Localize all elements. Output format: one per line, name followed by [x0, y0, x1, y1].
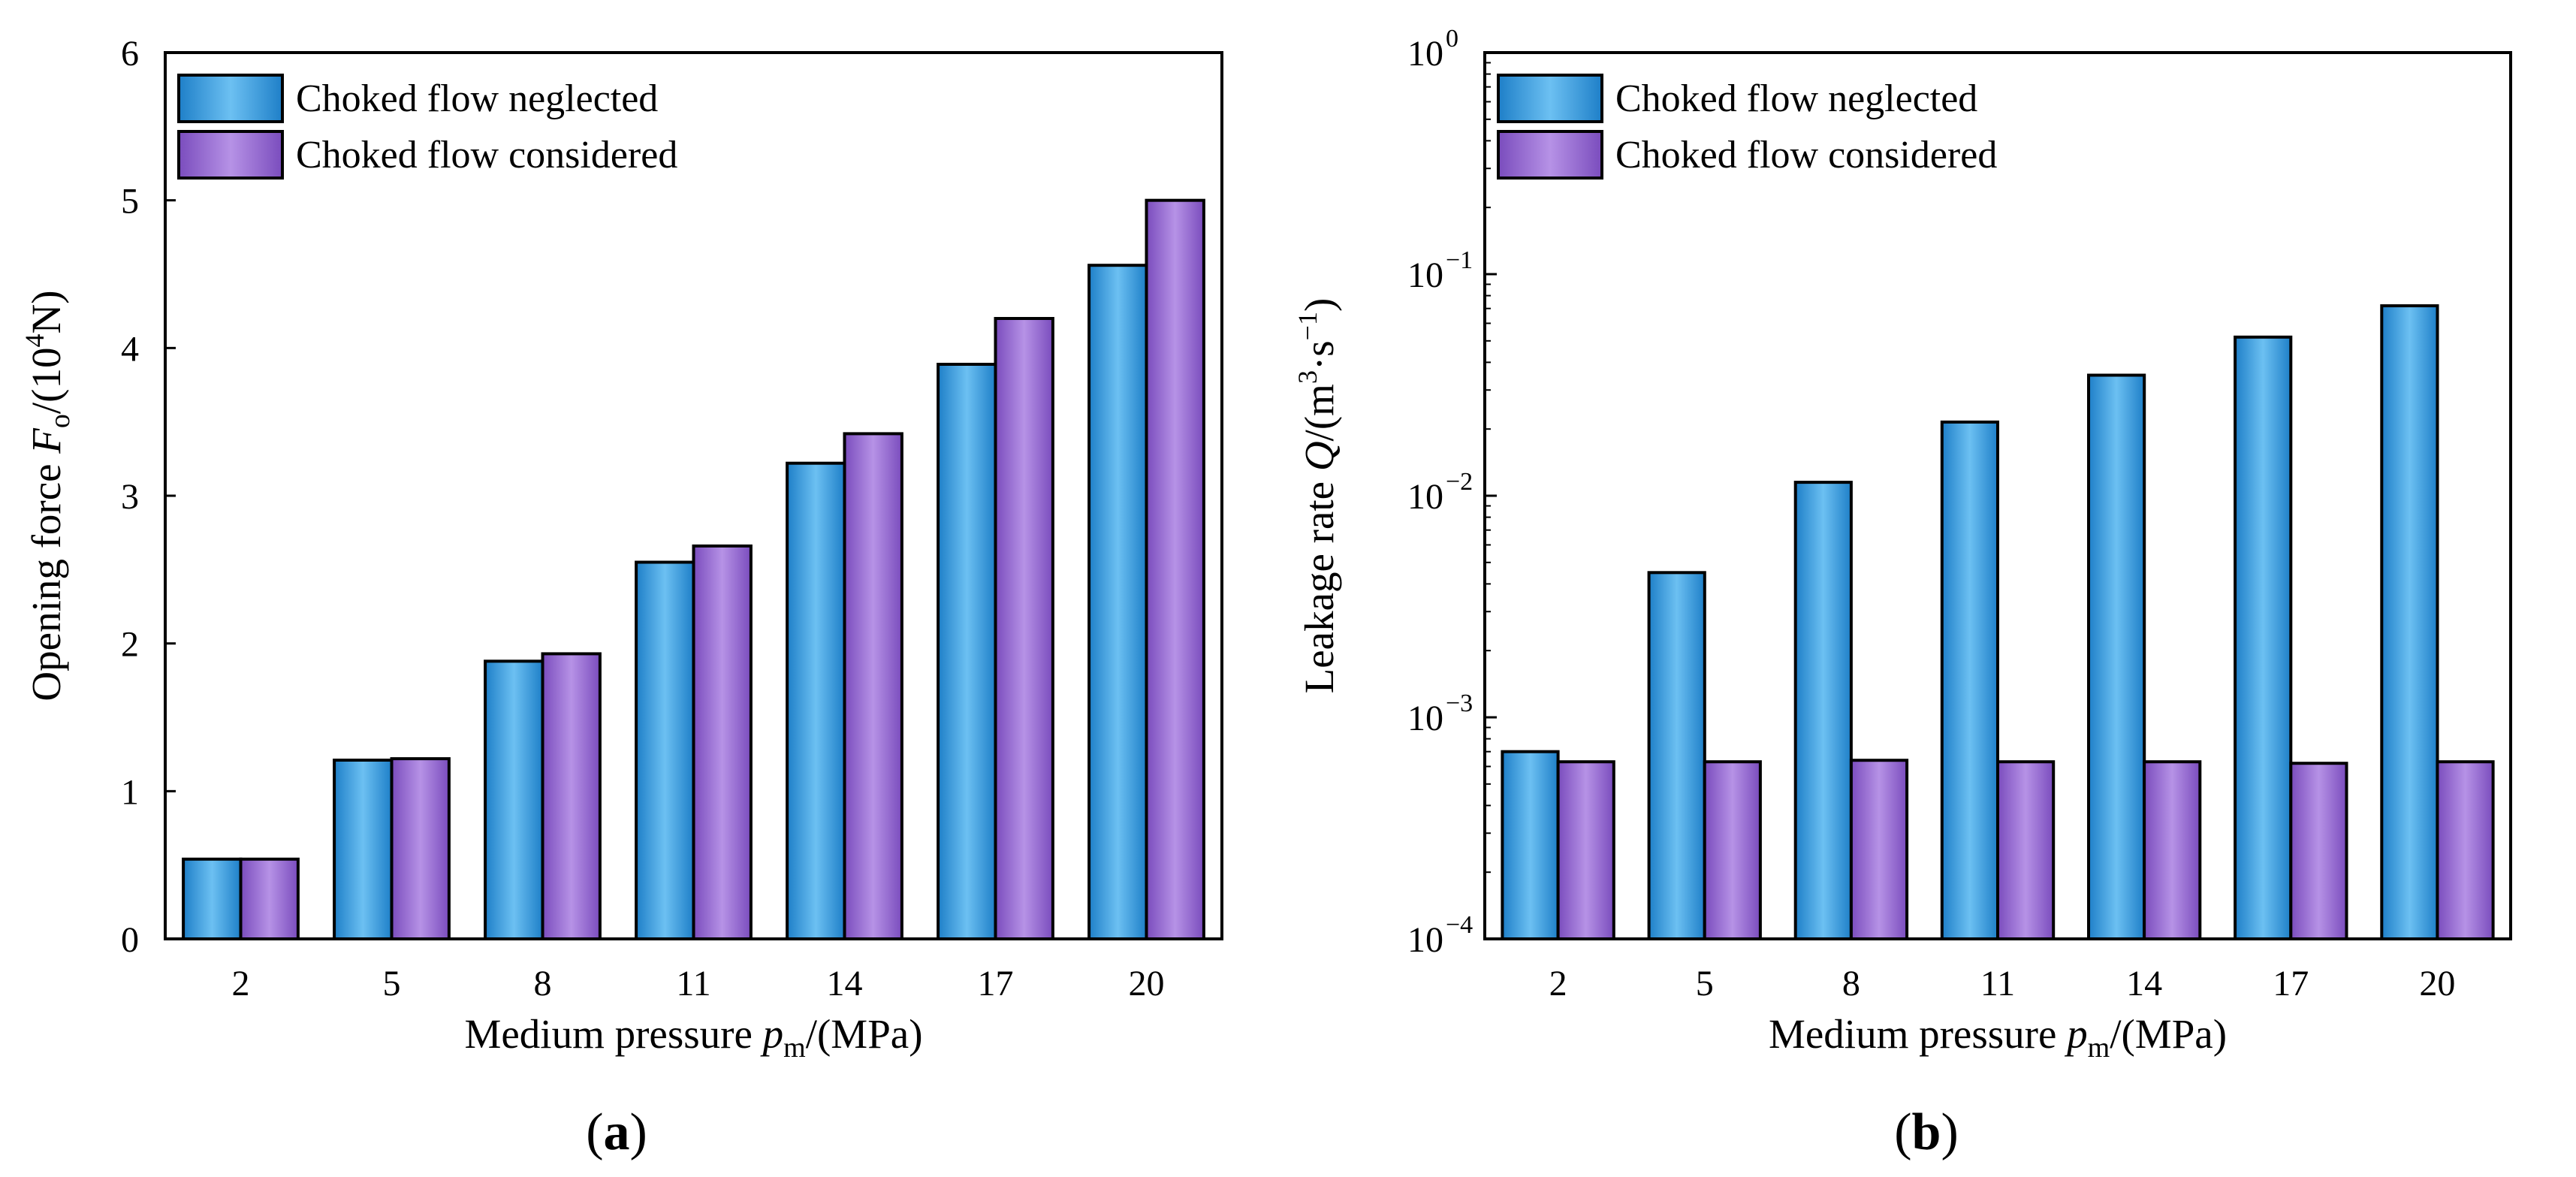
- y-tick-label: 2: [121, 625, 139, 665]
- x-tick-label: 11: [1980, 964, 2015, 1003]
- y-tick-label: 10: [1407, 477, 1443, 517]
- x-tick-label: 20: [1129, 964, 1165, 1003]
- bar-a-s1-20: [1087, 264, 1148, 940]
- y-tick-label: 10: [1407, 34, 1443, 74]
- bar-a-s1-2: [182, 857, 243, 941]
- y-tick-label: 0: [121, 920, 139, 960]
- legend-swatch-b-1: [1497, 74, 1603, 123]
- bar-b-s1-5: [1647, 571, 1706, 940]
- bar-b-s1-11: [1940, 420, 2000, 940]
- bar-a-s2-17: [994, 317, 1054, 940]
- x-tick-label: 17: [2273, 964, 2309, 1003]
- bar-a-s1-14: [786, 461, 846, 940]
- legend-swatch-a-1: [177, 74, 284, 123]
- y-axis-title-a: Opening force Fo/(104N): [20, 290, 76, 701]
- bar-b-s1-14: [2087, 373, 2146, 940]
- legend-label-a-1: Choked flow neglected: [296, 77, 658, 120]
- bar-b-s1-20: [2380, 304, 2439, 941]
- bar-b-s2-8: [1849, 759, 1909, 941]
- bar-a-s1-17: [937, 363, 997, 940]
- y-tick-label: 1: [121, 772, 139, 812]
- bar-b-s1-8: [1793, 481, 1853, 940]
- x-tick-label: 14: [827, 964, 863, 1003]
- x-axis-title-b: Medium pressure pm/(MPa): [1769, 1011, 2227, 1064]
- y-tick-label: 4: [121, 329, 139, 369]
- bar-a-s1-11: [635, 560, 695, 940]
- x-tick-label: 2: [1549, 964, 1567, 1003]
- y-tick-exponent: −1: [1446, 246, 1473, 274]
- y-tick-exponent: −4: [1446, 911, 1473, 939]
- y-tick-label: 5: [121, 182, 139, 222]
- bar-b-s2-20: [2436, 760, 2495, 941]
- x-tick-label: 11: [676, 964, 710, 1003]
- bar-b-s2-14: [2143, 760, 2202, 941]
- x-tick-label: 5: [383, 964, 401, 1003]
- y-tick-exponent: −2: [1446, 468, 1473, 496]
- bar-a-s1-8: [484, 659, 544, 940]
- bar-a-s2-14: [843, 432, 903, 940]
- x-tick-label: 8: [534, 964, 552, 1003]
- y-tick-label: 3: [121, 477, 139, 517]
- x-tick-label: 8: [1842, 964, 1860, 1003]
- bar-a-s2-11: [692, 544, 753, 940]
- bar-a-s2-5: [390, 757, 451, 940]
- bar-a-s2-2: [239, 857, 300, 941]
- panel-label-b: (b): [1894, 1103, 1959, 1161]
- y-tick-label: 10: [1407, 920, 1443, 960]
- legend-label-a-2: Choked flow considered: [296, 134, 677, 177]
- y-axis-title-b: Leakage rate Q/(m3·s−1): [1293, 298, 1342, 694]
- x-tick-label: 14: [2126, 964, 2162, 1003]
- panel-label-a: (a): [586, 1103, 647, 1161]
- y-tick-exponent: −3: [1446, 690, 1473, 717]
- bar-b-s1-2: [1501, 750, 1560, 941]
- panel-a: 2 5 8 11 14 17 20 0 1 2 3 4 5 6 Medium pressure pm/(MP…: [20, 34, 1223, 1161]
- x-tick-label: 20: [2419, 964, 2455, 1003]
- bar-b-s2-11: [1996, 760, 2056, 941]
- legend-swatch-a-2: [177, 130, 284, 180]
- legend-label-b-2: Choked flow considered: [1615, 134, 1997, 177]
- bar-a-s2-8: [541, 652, 602, 941]
- bar-b-s2-2: [1556, 760, 1615, 941]
- x-tick-label: 5: [1696, 964, 1714, 1003]
- bar-b-s1-17: [2234, 335, 2293, 940]
- y-tick-label: 10: [1407, 255, 1443, 295]
- bar-a-s2-20: [1145, 198, 1205, 940]
- y-tick-exponent: 0: [1446, 25, 1458, 53]
- x-axis-title-a: Medium pressure pm/(MPa): [464, 1011, 922, 1064]
- y-tick-label: 10: [1407, 699, 1443, 738]
- bar-a-s1-5: [333, 759, 394, 940]
- legend-swatch-b-2: [1497, 130, 1603, 180]
- legend-label-b-1: Choked flow neglected: [1615, 77, 1977, 120]
- bar-b-s2-17: [2289, 762, 2348, 941]
- x-tick-label: 2: [232, 964, 250, 1003]
- bar-b-s2-5: [1703, 760, 1762, 941]
- y-tick-label: 6: [121, 34, 139, 74]
- x-tick-label: 17: [978, 964, 1014, 1003]
